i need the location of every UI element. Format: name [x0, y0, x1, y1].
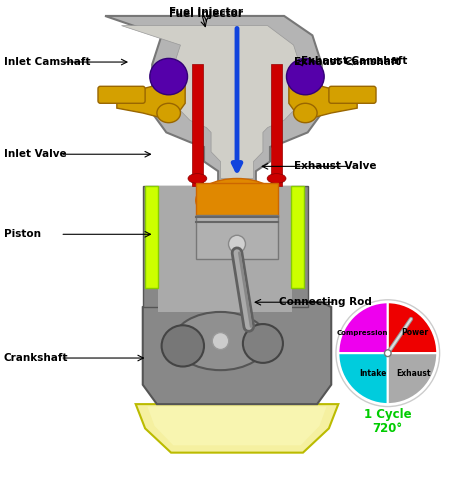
Ellipse shape	[286, 59, 324, 95]
Text: Power: Power	[401, 328, 428, 337]
Polygon shape	[147, 407, 327, 446]
Text: Connecting Rod: Connecting Rod	[279, 297, 372, 307]
Bar	[145, 186, 158, 287]
Wedge shape	[338, 353, 388, 404]
Polygon shape	[136, 404, 338, 453]
Polygon shape	[289, 79, 357, 118]
Bar	[143, 186, 308, 307]
Ellipse shape	[267, 174, 286, 183]
Text: 720°: 720°	[373, 422, 403, 435]
Text: Fuel Injector: Fuel Injector	[169, 8, 243, 19]
Text: Exhaust Camshaft: Exhaust Camshaft	[301, 56, 407, 65]
Wedge shape	[338, 302, 388, 353]
Ellipse shape	[293, 103, 317, 122]
Polygon shape	[121, 26, 301, 179]
Ellipse shape	[157, 103, 181, 122]
Bar	[272, 64, 282, 186]
Polygon shape	[117, 79, 185, 118]
FancyBboxPatch shape	[329, 86, 376, 103]
Text: 1 Cycle: 1 Cycle	[364, 408, 411, 421]
Ellipse shape	[173, 312, 268, 370]
Text: Fuel Injector: Fuel Injector	[169, 7, 243, 17]
Text: Crankshaft: Crankshaft	[4, 353, 68, 363]
Text: Exhaust Valve: Exhaust Valve	[293, 162, 376, 171]
Bar	[196, 183, 278, 217]
Text: Piston: Piston	[4, 229, 41, 239]
Bar	[291, 186, 304, 287]
Bar	[192, 64, 202, 186]
Text: Inlet Camshaft: Inlet Camshaft	[4, 57, 90, 67]
Text: Compression: Compression	[336, 330, 388, 336]
Ellipse shape	[162, 325, 204, 366]
Bar	[158, 186, 292, 312]
FancyBboxPatch shape	[98, 86, 145, 103]
Bar	[196, 215, 278, 259]
Polygon shape	[143, 302, 331, 404]
Wedge shape	[388, 302, 438, 353]
Ellipse shape	[188, 174, 207, 183]
Ellipse shape	[196, 179, 278, 222]
Text: Inlet Valve: Inlet Valve	[4, 149, 66, 159]
Ellipse shape	[212, 332, 229, 349]
Wedge shape	[388, 353, 438, 404]
Circle shape	[228, 235, 246, 253]
Text: Exhaust: Exhaust	[396, 369, 431, 378]
Circle shape	[384, 350, 391, 357]
Polygon shape	[105, 16, 322, 186]
Ellipse shape	[243, 324, 283, 363]
Text: Exhaust Camshaft: Exhaust Camshaft	[293, 57, 400, 67]
Circle shape	[336, 300, 439, 407]
Text: Intake: Intake	[359, 369, 386, 378]
Ellipse shape	[150, 59, 188, 95]
